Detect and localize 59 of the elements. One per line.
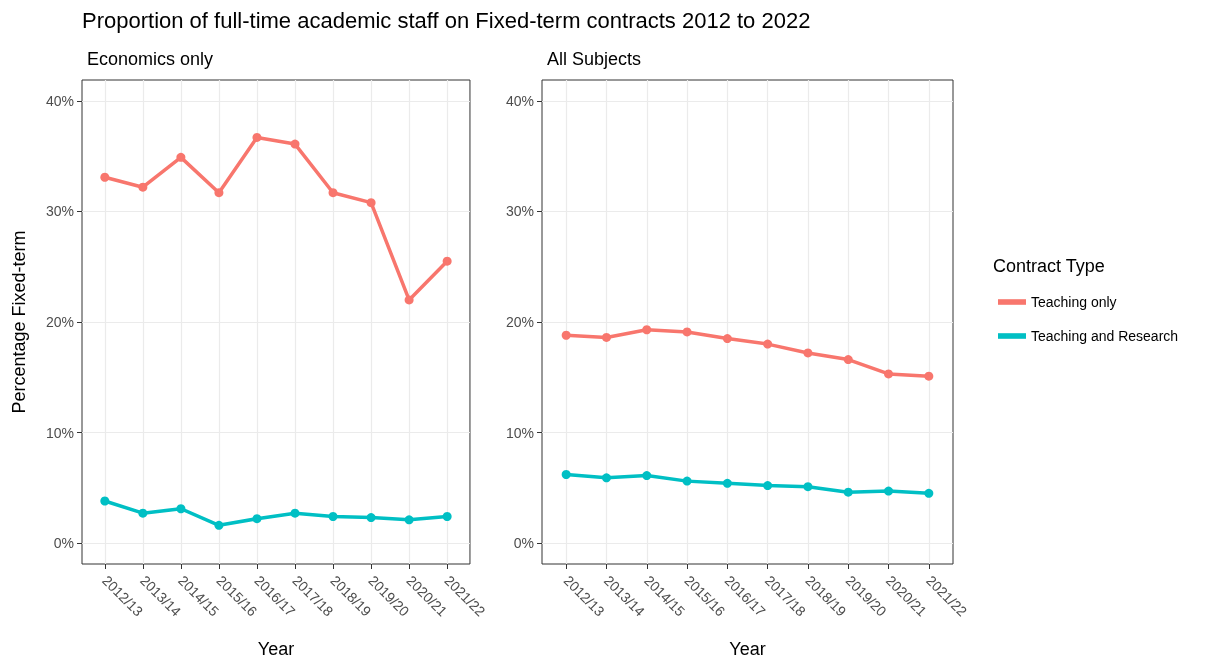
point: [214, 188, 224, 198]
point: [803, 482, 813, 492]
chart-title: Proportion of full-time academic staff on Fixed-term contracts 2012 to 2022: [82, 8, 811, 34]
point: [884, 486, 894, 496]
point: [176, 504, 186, 514]
point: [843, 487, 853, 497]
y-tick-label: 30%: [505, 203, 534, 220]
point: [884, 369, 894, 379]
point: [290, 139, 300, 149]
point: [328, 511, 338, 521]
y-tick-label: 0%: [53, 535, 74, 551]
chart-subtitle: Economics only: [87, 49, 214, 69]
point: [803, 348, 813, 358]
point: [924, 371, 934, 381]
point: [924, 488, 934, 498]
point: [290, 508, 300, 518]
point: [763, 481, 773, 491]
point: [138, 182, 148, 192]
point: [366, 513, 376, 523]
point: [642, 325, 652, 335]
legend-label: Teaching only: [1031, 294, 1117, 310]
point: [561, 330, 571, 340]
chart-subtitle: All Subjects: [547, 49, 642, 69]
y-tick-label: 20%: [505, 314, 534, 330]
point: [843, 355, 853, 365]
point: [642, 471, 652, 481]
point: [404, 515, 414, 525]
legend-label: Teaching and Research: [1031, 328, 1179, 344]
y-tick-label: 30%: [45, 203, 74, 220]
y-tick-label: 20%: [45, 314, 74, 330]
point: [404, 295, 414, 305]
point: [601, 332, 611, 342]
point: [682, 476, 692, 486]
point: [138, 508, 148, 518]
y-tick-label: 10%: [45, 424, 74, 441]
point: [176, 152, 186, 162]
point: [722, 334, 732, 344]
point: [722, 478, 732, 488]
y-tick-label: 0%: [513, 535, 534, 551]
point: [763, 339, 773, 349]
point: [100, 496, 110, 506]
x-axis-title: Year: [257, 639, 295, 659]
point: [442, 256, 452, 266]
point: [442, 511, 452, 521]
point: [601, 473, 611, 483]
x-axis-title: Year: [729, 639, 766, 659]
y-tick-label: 10%: [505, 424, 534, 441]
point: [366, 198, 376, 208]
point: [100, 172, 110, 182]
point: [252, 132, 262, 142]
point: [214, 520, 224, 530]
y-tick-label: 40%: [505, 93, 534, 109]
y-axis-title: Percentage Fixed-term: [9, 230, 29, 414]
point: [561, 470, 571, 479]
legend-title: Contract Type: [993, 256, 1105, 276]
point: [328, 188, 338, 198]
point: [682, 327, 692, 337]
point: [252, 514, 262, 524]
y-tick-label: 40%: [45, 93, 74, 109]
